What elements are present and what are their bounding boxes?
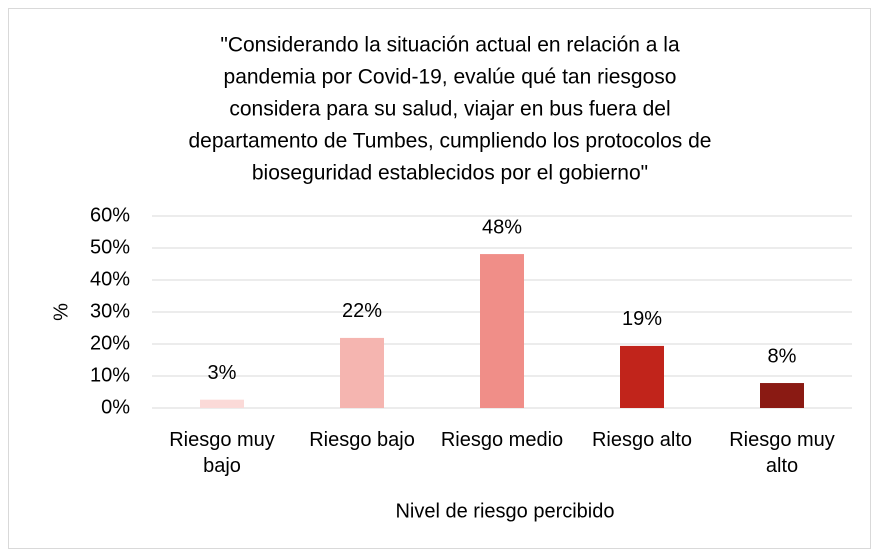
y-tick-label: 40% [90,268,130,290]
x-tick-label: Riesgo alto [591,429,693,451]
chart-border [8,8,871,549]
x-tick-label: Riesgo bajo [309,429,415,451]
bar [480,254,524,408]
y-tick-label: 30% [90,300,130,322]
y-tick-label: 0% [101,396,130,418]
y-tick-label: 50% [90,236,130,258]
y-tick-label: 60% [90,204,130,226]
chart-title-line: bioseguridad establecidos por el gobiern… [252,162,648,185]
data-label: 8% [768,345,797,367]
chart-title-line: pandemia por Covid-19, evalúe qué tan ri… [224,66,677,89]
bar [760,383,804,408]
chart-title-line: departamento de Tumbes, cumpliendo los p… [189,130,712,153]
data-label: 22% [342,300,382,322]
x-tick-label: Riesgo muy alto [729,429,835,477]
bar [620,345,664,408]
bar [200,399,244,408]
chart-title-line: considera para su salud, viajar en bus f… [229,98,670,121]
data-label: 48% [482,216,522,238]
bar [340,337,384,408]
x-tick-label: Riesgo muy bajo [169,429,275,477]
data-label: 3% [208,362,237,384]
y-axis-title: % [50,303,72,321]
y-tick-label: 20% [90,332,130,354]
data-label: 19% [622,308,662,330]
chart-title-line: "Considerando la situación actual en rel… [220,34,680,57]
x-axis-title: Nivel de riesgo percibido [395,500,614,522]
x-tick-label: Riesgo medio [440,429,564,451]
y-tick-label: 10% [90,364,130,386]
